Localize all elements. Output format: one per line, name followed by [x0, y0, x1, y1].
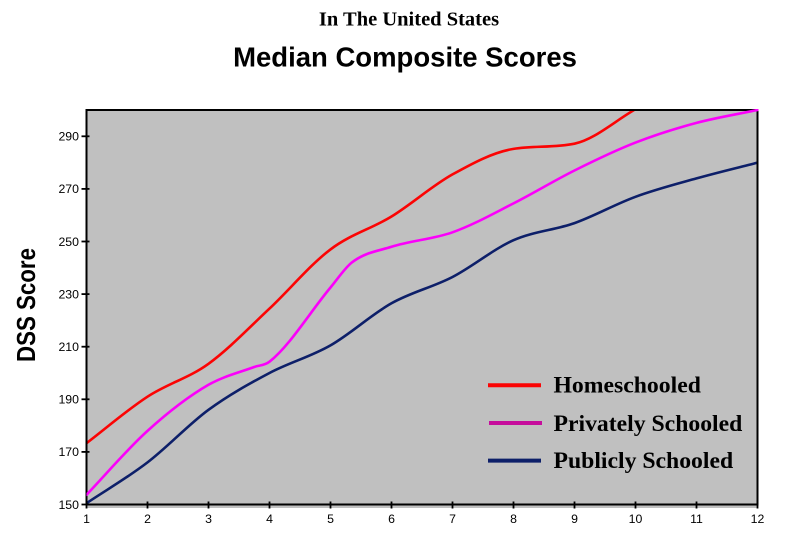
svg-text:11: 11: [690, 512, 703, 526]
svg-text:9: 9: [571, 512, 578, 526]
svg-text:250: 250: [58, 235, 79, 249]
svg-text:Privately Schooled: Privately Schooled: [554, 411, 743, 437]
svg-text:Homeschooled: Homeschooled: [554, 373, 701, 399]
svg-text:10: 10: [629, 512, 643, 526]
svg-text:Median Composite Scores: Median Composite Scores: [233, 41, 577, 72]
svg-text:270: 270: [58, 182, 79, 196]
svg-text:8: 8: [510, 512, 517, 526]
svg-text:170: 170: [58, 445, 79, 459]
svg-text:290: 290: [58, 130, 79, 144]
svg-text:In The United States: In The United States: [319, 9, 499, 31]
svg-text:6: 6: [388, 512, 395, 526]
svg-text:5: 5: [327, 512, 334, 526]
svg-text:2: 2: [144, 512, 151, 526]
svg-text:DSS Score: DSS Score: [11, 248, 41, 362]
svg-text:210: 210: [58, 340, 79, 354]
svg-text:4: 4: [266, 512, 273, 526]
svg-text:7: 7: [449, 512, 456, 526]
svg-text:230: 230: [58, 287, 79, 301]
svg-text:190: 190: [58, 393, 79, 407]
svg-text:1: 1: [83, 512, 90, 526]
svg-text:150: 150: [58, 498, 79, 512]
svg-text:3: 3: [205, 512, 212, 526]
svg-text:Publicly Schooled: Publicly Schooled: [554, 448, 734, 474]
svg-text:12: 12: [751, 512, 765, 526]
